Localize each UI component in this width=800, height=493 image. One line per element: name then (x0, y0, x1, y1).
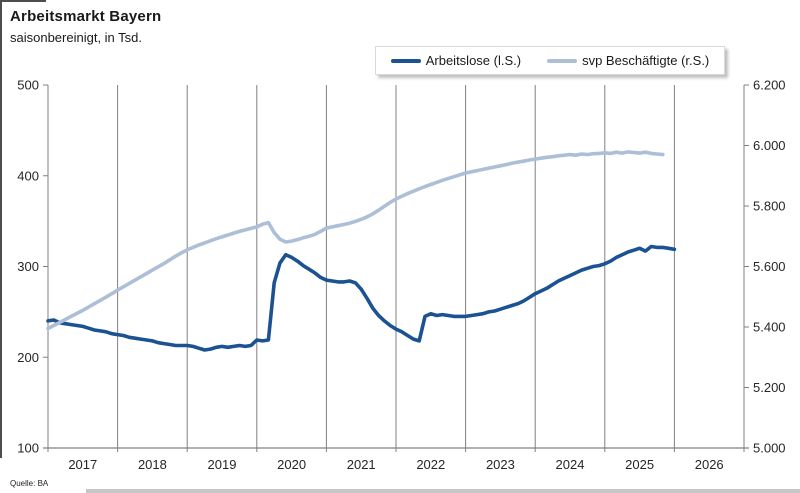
x-axis-year-label: 2017 (68, 457, 97, 472)
legend-entry-beschaeftigte: svp Beschäftigte (r.S.) (547, 53, 709, 68)
left-axis-tick-label: 300 (17, 259, 39, 274)
x-axis-year-label: 2021 (347, 457, 376, 472)
left-axis-tick-label: 500 (17, 78, 39, 93)
legend-entry-arbeitslose: Arbeitslose (l.S.) (390, 53, 522, 68)
chart-subtitle: saisonbereinigt, in Tsd. (10, 30, 143, 45)
right-axis-tick-label: 5.200 (753, 380, 786, 395)
left-axis-tick-label: 200 (17, 350, 39, 365)
bottom-edge-strip (86, 489, 800, 493)
x-axis-year-label: 2026 (695, 457, 724, 472)
legend-line-swatch-dark (390, 58, 421, 63)
legend-label: svp Beschäftigte (r.S.) (582, 53, 710, 68)
window-border-left (0, 0, 2, 458)
legend-label: Arbeitslose (l.S.) (425, 53, 522, 68)
x-axis-year-label: 2024 (556, 457, 585, 472)
right-axis-tick-label: 6.200 (753, 78, 786, 93)
right-axis-tick-label: 5.800 (753, 199, 786, 214)
x-axis-year-label: 2018 (138, 457, 167, 472)
chart-legend: Arbeitslose (l.S.) svp Beschäftigte (r.S… (375, 46, 725, 75)
x-axis-year-label: 2020 (277, 457, 306, 472)
right-axis-tick-label: 6.000 (753, 138, 786, 153)
right-axis-tick-label: 5.400 (753, 320, 786, 335)
chart-title: Arbeitsmarkt Bayern (10, 8, 162, 25)
x-axis-year-label: 2019 (208, 457, 237, 472)
x-axis-year-label: 2023 (486, 457, 515, 472)
left-axis-tick-label: 400 (17, 168, 39, 183)
series-line-arbeitslose (46, 244, 677, 352)
source-note: Quelle: BA (10, 479, 49, 488)
legend-line-swatch-light (547, 58, 578, 63)
right-axis-tick-label: 5.600 (753, 259, 786, 274)
right-axis-tick-label: 5.000 (753, 441, 786, 456)
series-line-beschaeftigte (46, 150, 665, 331)
x-axis-year-label: 2022 (416, 457, 445, 472)
window-border-top (0, 0, 46, 2)
left-axis-tick-label: 100 (17, 441, 39, 456)
x-axis-year-label: 2025 (625, 457, 654, 472)
